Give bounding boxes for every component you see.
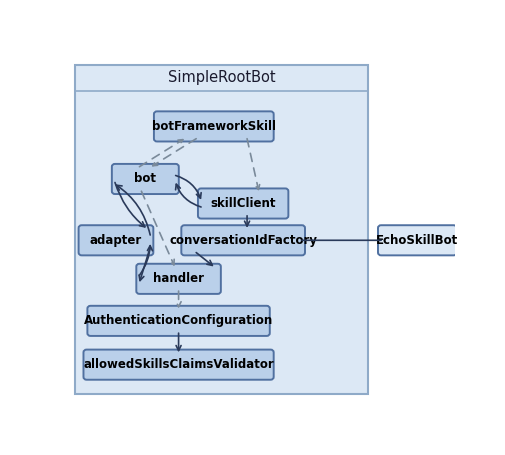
FancyBboxPatch shape: [154, 111, 274, 142]
Text: adapter: adapter: [90, 234, 142, 247]
Text: conversationIdFactory: conversationIdFactory: [169, 234, 317, 247]
Text: handler: handler: [153, 273, 204, 285]
Text: bot: bot: [134, 172, 157, 186]
Text: allowedSkillsClaimsValidator: allowedSkillsClaimsValidator: [83, 358, 274, 371]
Text: EchoSkillBot: EchoSkillBot: [376, 234, 459, 247]
Text: SimpleRootBot: SimpleRootBot: [168, 70, 275, 85]
FancyBboxPatch shape: [83, 349, 274, 380]
FancyBboxPatch shape: [181, 225, 305, 255]
FancyBboxPatch shape: [136, 264, 221, 294]
Text: skillClient: skillClient: [211, 197, 276, 210]
FancyBboxPatch shape: [198, 188, 288, 218]
Text: botFrameworkSkill: botFrameworkSkill: [152, 120, 276, 133]
FancyBboxPatch shape: [87, 306, 270, 336]
FancyBboxPatch shape: [378, 225, 457, 255]
Text: AuthenticationConfiguration: AuthenticationConfiguration: [84, 314, 273, 327]
FancyBboxPatch shape: [112, 164, 179, 194]
FancyBboxPatch shape: [79, 225, 154, 255]
FancyBboxPatch shape: [75, 65, 369, 394]
